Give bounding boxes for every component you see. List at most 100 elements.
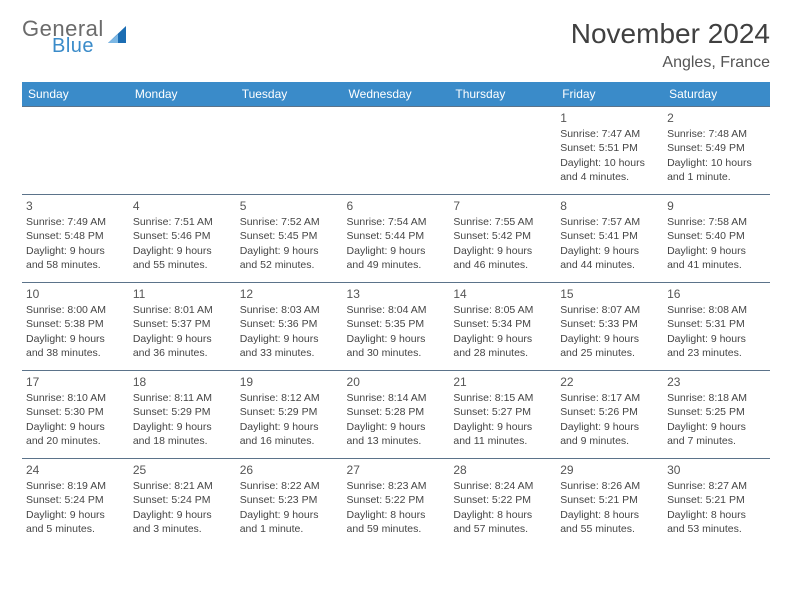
calendar-day-cell: 28Sunrise: 8:24 AMSunset: 5:22 PMDayligh…	[449, 459, 556, 547]
daylight-text: Daylight: 9 hours and 7 minutes.	[667, 420, 766, 448]
sunset-text: Sunset: 5:21 PM	[667, 493, 766, 507]
calendar-page: General Blue November 2024 Angles, Franc…	[0, 0, 792, 557]
sunset-text: Sunset: 5:40 PM	[667, 229, 766, 243]
calendar-day-cell: 17Sunrise: 8:10 AMSunset: 5:30 PMDayligh…	[22, 371, 129, 459]
calendar-body: 1Sunrise: 7:47 AMSunset: 5:51 PMDaylight…	[22, 107, 770, 547]
weekday-header: Sunday	[22, 82, 129, 107]
daylight-text: Daylight: 9 hours and 20 minutes.	[26, 420, 125, 448]
title-block: November 2024 Angles, France	[571, 18, 770, 72]
weekday-header: Thursday	[449, 82, 556, 107]
weekday-header: Wednesday	[343, 82, 450, 107]
sunset-text: Sunset: 5:48 PM	[26, 229, 125, 243]
weekday-header: Saturday	[663, 82, 770, 107]
calendar-day-cell: 27Sunrise: 8:23 AMSunset: 5:22 PMDayligh…	[343, 459, 450, 547]
sunset-text: Sunset: 5:35 PM	[347, 317, 446, 331]
daylight-text: Daylight: 9 hours and 16 minutes.	[240, 420, 339, 448]
calendar-day-cell: 14Sunrise: 8:05 AMSunset: 5:34 PMDayligh…	[449, 283, 556, 371]
sunrise-text: Sunrise: 8:18 AM	[667, 391, 766, 405]
sunset-text: Sunset: 5:49 PM	[667, 141, 766, 155]
calendar-day-cell: 19Sunrise: 8:12 AMSunset: 5:29 PMDayligh…	[236, 371, 343, 459]
sunset-text: Sunset: 5:24 PM	[26, 493, 125, 507]
day-number: 16	[667, 286, 766, 302]
sunset-text: Sunset: 5:26 PM	[560, 405, 659, 419]
day-number: 26	[240, 462, 339, 478]
calendar-day-cell	[22, 107, 129, 195]
weekday-header: Tuesday	[236, 82, 343, 107]
daylight-text: Daylight: 10 hours and 4 minutes.	[560, 156, 659, 184]
day-number: 6	[347, 198, 446, 214]
sunset-text: Sunset: 5:22 PM	[347, 493, 446, 507]
calendar-day-cell: 5Sunrise: 7:52 AMSunset: 5:45 PMDaylight…	[236, 195, 343, 283]
sunset-text: Sunset: 5:24 PM	[133, 493, 232, 507]
sunset-text: Sunset: 5:29 PM	[240, 405, 339, 419]
sunset-text: Sunset: 5:28 PM	[347, 405, 446, 419]
day-number: 2	[667, 110, 766, 126]
calendar-day-cell: 26Sunrise: 8:22 AMSunset: 5:23 PMDayligh…	[236, 459, 343, 547]
location-label: Angles, France	[571, 54, 770, 72]
sunset-text: Sunset: 5:45 PM	[240, 229, 339, 243]
calendar-day-cell: 29Sunrise: 8:26 AMSunset: 5:21 PMDayligh…	[556, 459, 663, 547]
day-number: 28	[453, 462, 552, 478]
calendar-day-cell: 15Sunrise: 8:07 AMSunset: 5:33 PMDayligh…	[556, 283, 663, 371]
daylight-text: Daylight: 9 hours and 13 minutes.	[347, 420, 446, 448]
sunrise-text: Sunrise: 8:01 AM	[133, 303, 232, 317]
calendar-day-cell: 12Sunrise: 8:03 AMSunset: 5:36 PMDayligh…	[236, 283, 343, 371]
sunset-text: Sunset: 5:27 PM	[453, 405, 552, 419]
daylight-text: Daylight: 9 hours and 49 minutes.	[347, 244, 446, 272]
sunrise-text: Sunrise: 8:04 AM	[347, 303, 446, 317]
sunrise-text: Sunrise: 8:07 AM	[560, 303, 659, 317]
brand-text-2: Blue	[52, 36, 104, 56]
sunset-text: Sunset: 5:46 PM	[133, 229, 232, 243]
calendar-day-cell: 11Sunrise: 8:01 AMSunset: 5:37 PMDayligh…	[129, 283, 236, 371]
calendar-day-cell	[343, 107, 450, 195]
day-number: 22	[560, 374, 659, 390]
day-number: 11	[133, 286, 232, 302]
day-number: 12	[240, 286, 339, 302]
sunrise-text: Sunrise: 7:54 AM	[347, 215, 446, 229]
daylight-text: Daylight: 9 hours and 23 minutes.	[667, 332, 766, 360]
calendar-day-cell: 20Sunrise: 8:14 AMSunset: 5:28 PMDayligh…	[343, 371, 450, 459]
day-number: 1	[560, 110, 659, 126]
calendar-day-cell: 21Sunrise: 8:15 AMSunset: 5:27 PMDayligh…	[449, 371, 556, 459]
daylight-text: Daylight: 9 hours and 25 minutes.	[560, 332, 659, 360]
calendar-table: SundayMondayTuesdayWednesdayThursdayFrid…	[22, 82, 770, 547]
day-number: 14	[453, 286, 552, 302]
daylight-text: Daylight: 9 hours and 52 minutes.	[240, 244, 339, 272]
day-number: 9	[667, 198, 766, 214]
daylight-text: Daylight: 9 hours and 33 minutes.	[240, 332, 339, 360]
daylight-text: Daylight: 8 hours and 57 minutes.	[453, 508, 552, 536]
daylight-text: Daylight: 9 hours and 30 minutes.	[347, 332, 446, 360]
sunset-text: Sunset: 5:41 PM	[560, 229, 659, 243]
daylight-text: Daylight: 9 hours and 11 minutes.	[453, 420, 552, 448]
sunrise-text: Sunrise: 8:27 AM	[667, 479, 766, 493]
day-number: 21	[453, 374, 552, 390]
daylight-text: Daylight: 9 hours and 36 minutes.	[133, 332, 232, 360]
calendar-week-row: 10Sunrise: 8:00 AMSunset: 5:38 PMDayligh…	[22, 283, 770, 371]
sunset-text: Sunset: 5:21 PM	[560, 493, 659, 507]
day-number: 3	[26, 198, 125, 214]
sunrise-text: Sunrise: 8:11 AM	[133, 391, 232, 405]
daylight-text: Daylight: 9 hours and 38 minutes.	[26, 332, 125, 360]
daylight-text: Daylight: 8 hours and 53 minutes.	[667, 508, 766, 536]
calendar-day-cell: 7Sunrise: 7:55 AMSunset: 5:42 PMDaylight…	[449, 195, 556, 283]
daylight-text: Daylight: 9 hours and 46 minutes.	[453, 244, 552, 272]
sunrise-text: Sunrise: 8:19 AM	[26, 479, 125, 493]
day-number: 8	[560, 198, 659, 214]
header: General Blue November 2024 Angles, Franc…	[22, 18, 770, 72]
sunset-text: Sunset: 5:22 PM	[453, 493, 552, 507]
calendar-day-cell: 23Sunrise: 8:18 AMSunset: 5:25 PMDayligh…	[663, 371, 770, 459]
calendar-day-cell: 1Sunrise: 7:47 AMSunset: 5:51 PMDaylight…	[556, 107, 663, 195]
sunset-text: Sunset: 5:37 PM	[133, 317, 232, 331]
day-number: 10	[26, 286, 125, 302]
day-number: 23	[667, 374, 766, 390]
sunset-text: Sunset: 5:42 PM	[453, 229, 552, 243]
sunset-text: Sunset: 5:33 PM	[560, 317, 659, 331]
sunset-text: Sunset: 5:44 PM	[347, 229, 446, 243]
month-title: November 2024	[571, 18, 770, 50]
sunrise-text: Sunrise: 7:52 AM	[240, 215, 339, 229]
daylight-text: Daylight: 9 hours and 9 minutes.	[560, 420, 659, 448]
day-number: 20	[347, 374, 446, 390]
calendar-day-cell: 22Sunrise: 8:17 AMSunset: 5:26 PMDayligh…	[556, 371, 663, 459]
sunrise-text: Sunrise: 8:03 AM	[240, 303, 339, 317]
brand-logo: General Blue	[22, 18, 130, 56]
